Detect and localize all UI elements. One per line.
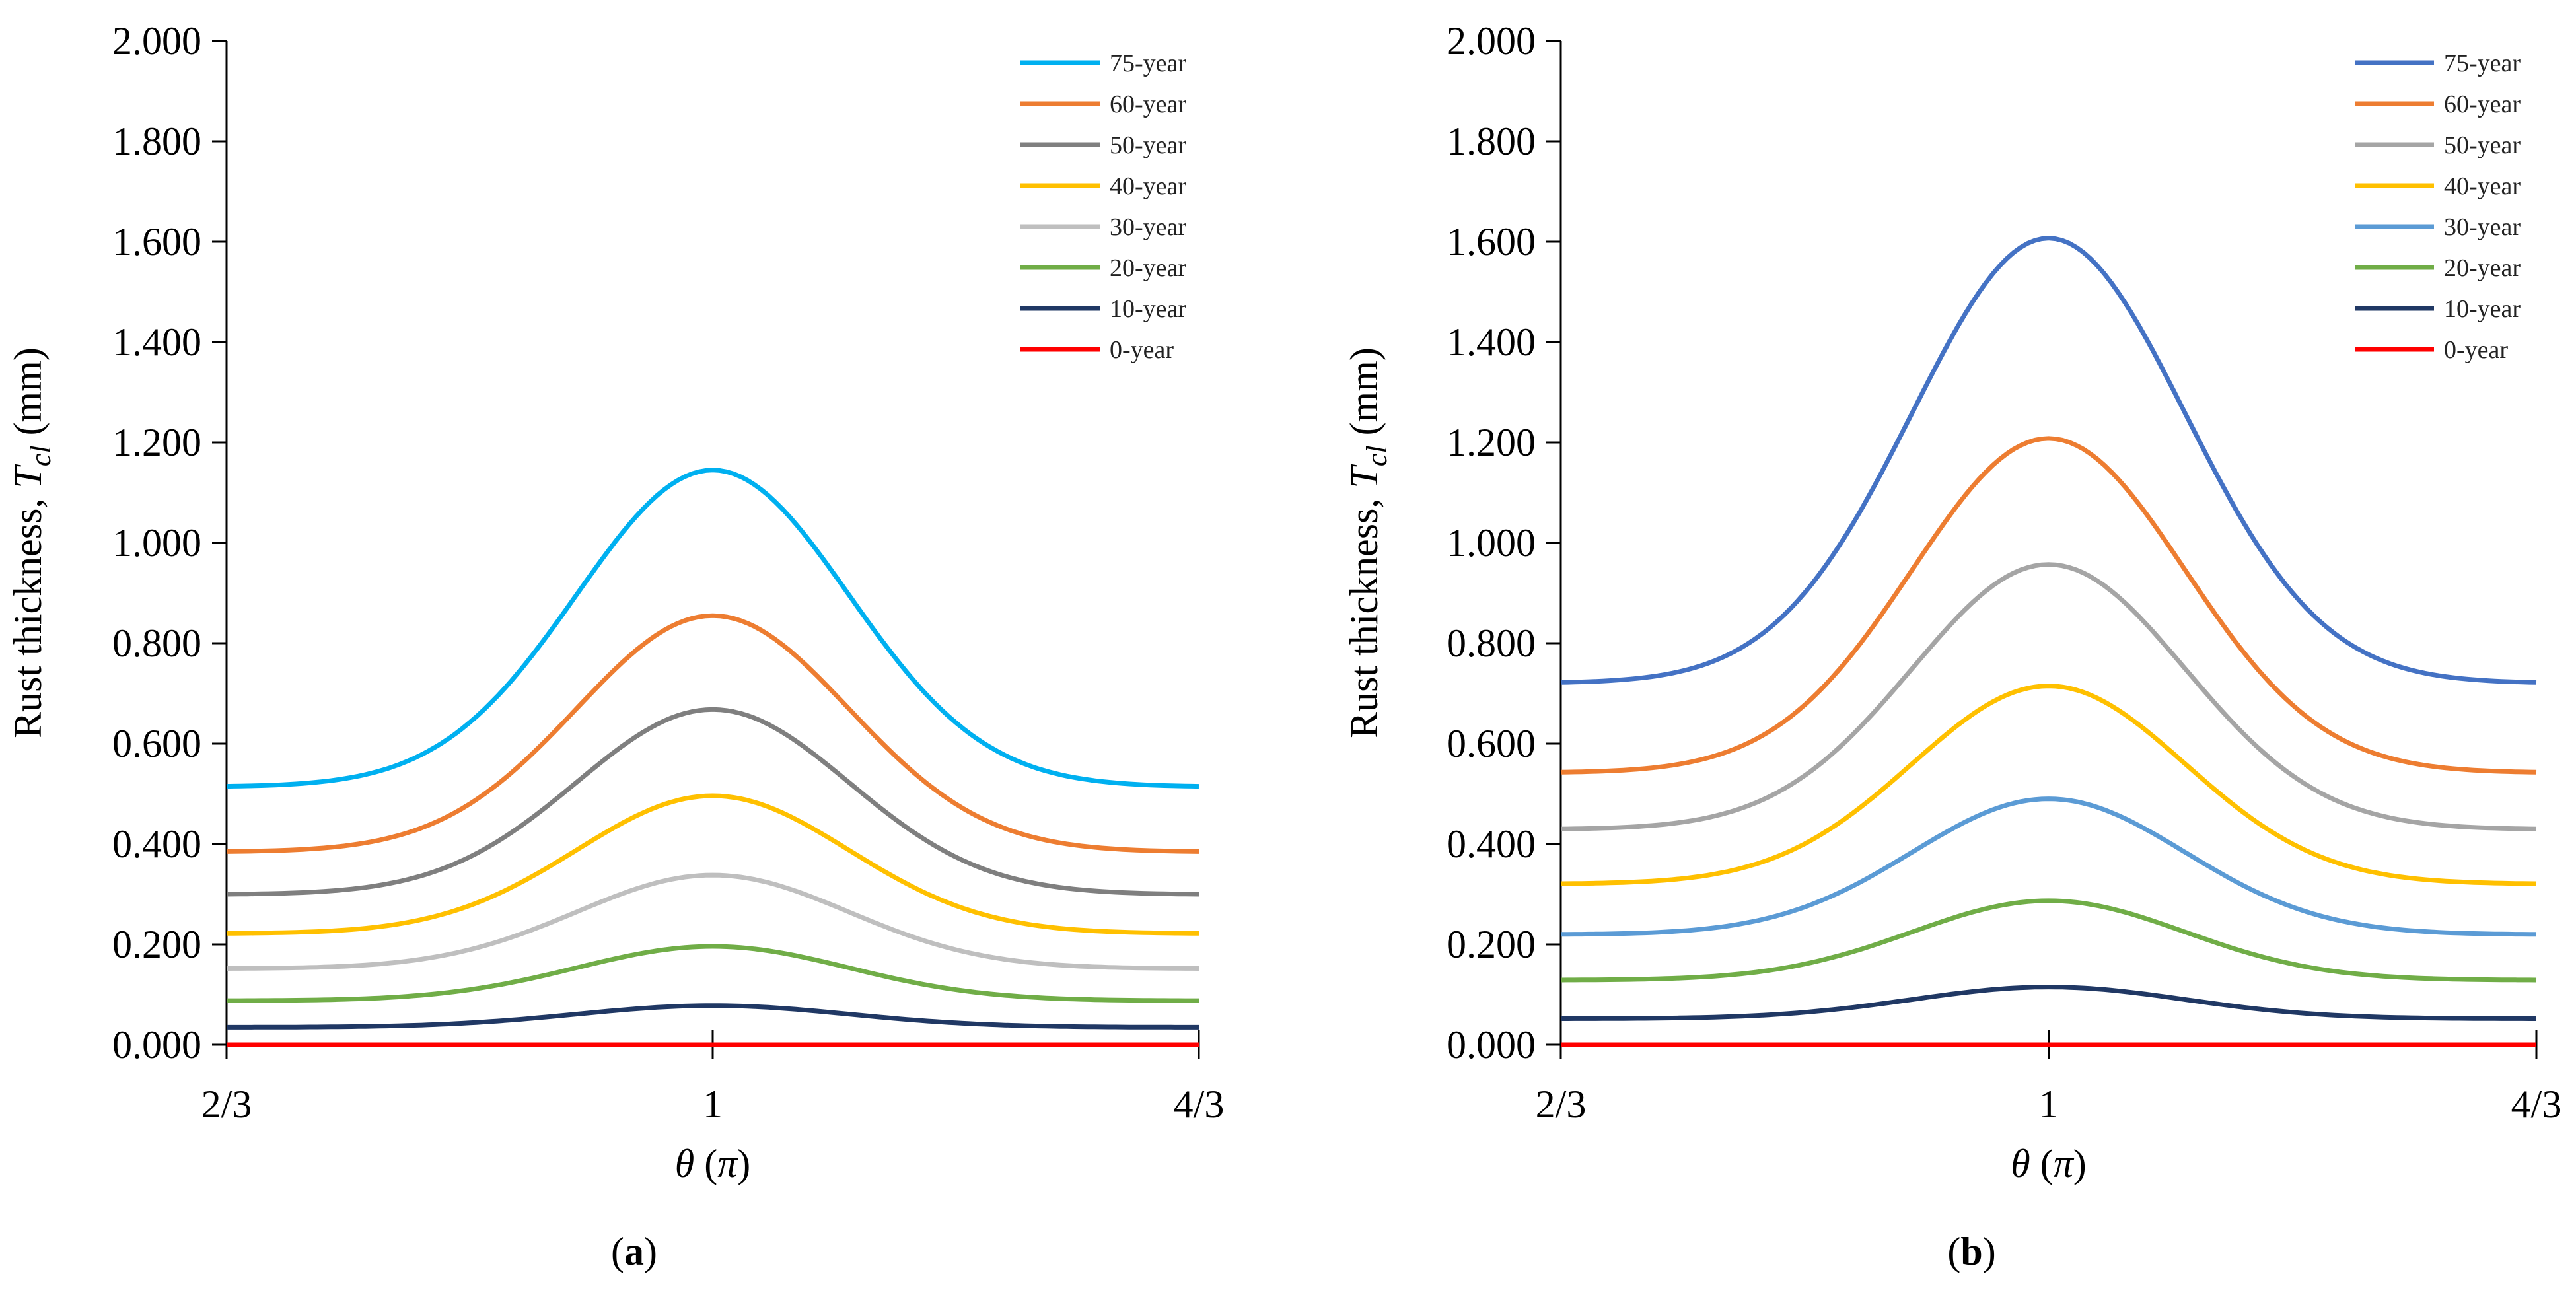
legend-label: 20-year xyxy=(2444,254,2521,282)
y-tick-label: 1.400 xyxy=(1447,320,1536,364)
y-tick-label: 1.800 xyxy=(1447,120,1536,163)
y-tick-label: 1.000 xyxy=(1447,521,1536,565)
y-axis-title: Rust thickness, Tcl (mm) xyxy=(1342,347,1393,738)
series-line-30-year xyxy=(226,872,1199,971)
legend-label: 75-year xyxy=(2444,50,2521,77)
y-tick-label: 0.800 xyxy=(1447,621,1536,665)
legend-label: 40-year xyxy=(2444,172,2521,200)
chart-panel-b: 0.000 0.200 0.400 0.600 0.800 1.000 1.200 1.400… xyxy=(1342,19,2561,1273)
series-line-30-year xyxy=(1560,796,2537,937)
series-line-40-year xyxy=(1560,684,2537,886)
legend-label: 40-year xyxy=(1110,172,1186,200)
y-tick-label: 2.000 xyxy=(1447,19,1536,63)
series-line-20-year xyxy=(227,944,1199,1003)
legend-label: 50-year xyxy=(1110,131,1186,159)
y-tick-label: 0.800 xyxy=(112,621,201,665)
series-line-50-year xyxy=(226,707,1199,897)
legend-label: 50-year xyxy=(2444,131,2521,159)
legend-label: 75-year xyxy=(1110,50,1186,77)
series-line-60-year xyxy=(1560,436,2537,775)
legend-label: 20-year xyxy=(1110,254,1186,282)
series-line-10-year xyxy=(227,1003,1199,1030)
y-tick-label: 1.400 xyxy=(112,320,201,364)
x-tick-label: 4/3 xyxy=(1174,1082,1225,1126)
y-tick-label: 1.200 xyxy=(1447,421,1536,464)
x-tick-label: 1 xyxy=(703,1082,723,1126)
y-tick-label: 0.200 xyxy=(112,923,201,966)
series-line-60-year xyxy=(226,613,1199,854)
y-tick-label: 0.400 xyxy=(112,822,201,866)
series-line-20-year xyxy=(1560,898,2537,983)
y-tick-label: 0.200 xyxy=(1447,923,1536,966)
x-tick-label: 2/3 xyxy=(201,1082,252,1126)
y-tick-label: 1.800 xyxy=(112,120,201,163)
series-line-50-year xyxy=(1560,562,2537,831)
legend-label: 30-year xyxy=(1110,213,1186,241)
y-tick-label: 0.000 xyxy=(112,1023,201,1067)
series-line-40-year xyxy=(226,793,1199,936)
series-line-75-year xyxy=(1560,236,2537,685)
x-axis-title: θ (π) xyxy=(675,1142,751,1185)
legend-label: 0-year xyxy=(1110,336,1174,364)
series-line-10-year xyxy=(1561,985,2536,1021)
y-tick-label: 0.000 xyxy=(1447,1023,1536,1067)
panel-label: (a) xyxy=(611,1230,657,1273)
y-tick-label: 0.400 xyxy=(1447,822,1536,866)
x-axis-title: θ (π) xyxy=(2011,1142,2087,1185)
legend-label: 60-year xyxy=(1110,90,1186,118)
legend-label: 10-year xyxy=(1110,295,1186,323)
chart-panel-a: 0.000 0.200 0.400 0.600 0.800 1.000 1.200 1.400… xyxy=(6,19,1224,1273)
y-tick-label: 1.200 xyxy=(112,421,201,464)
y-tick-label: 1.600 xyxy=(112,220,201,264)
y-axis-title: Rust thickness, Tcl (mm) xyxy=(6,347,57,738)
y-tick-label: 1.000 xyxy=(112,521,201,565)
legend-label: 10-year xyxy=(2444,295,2521,323)
x-tick-label: 2/3 xyxy=(1536,1082,1587,1126)
y-tick-label: 1.600 xyxy=(1447,220,1536,264)
series-line-75-year xyxy=(226,468,1199,789)
legend-label: 30-year xyxy=(2444,213,2521,241)
legend-label: 0-year xyxy=(2444,336,2508,364)
legend-label: 60-year xyxy=(2444,90,2521,118)
y-tick-label: 0.600 xyxy=(112,722,201,765)
panel-label: (b) xyxy=(1947,1230,1995,1273)
y-tick-label: 0.600 xyxy=(1447,722,1536,765)
x-tick-label: 4/3 xyxy=(2511,1082,2562,1126)
y-tick-label: 2.000 xyxy=(112,19,201,63)
x-tick-label: 1 xyxy=(2039,1082,2059,1126)
